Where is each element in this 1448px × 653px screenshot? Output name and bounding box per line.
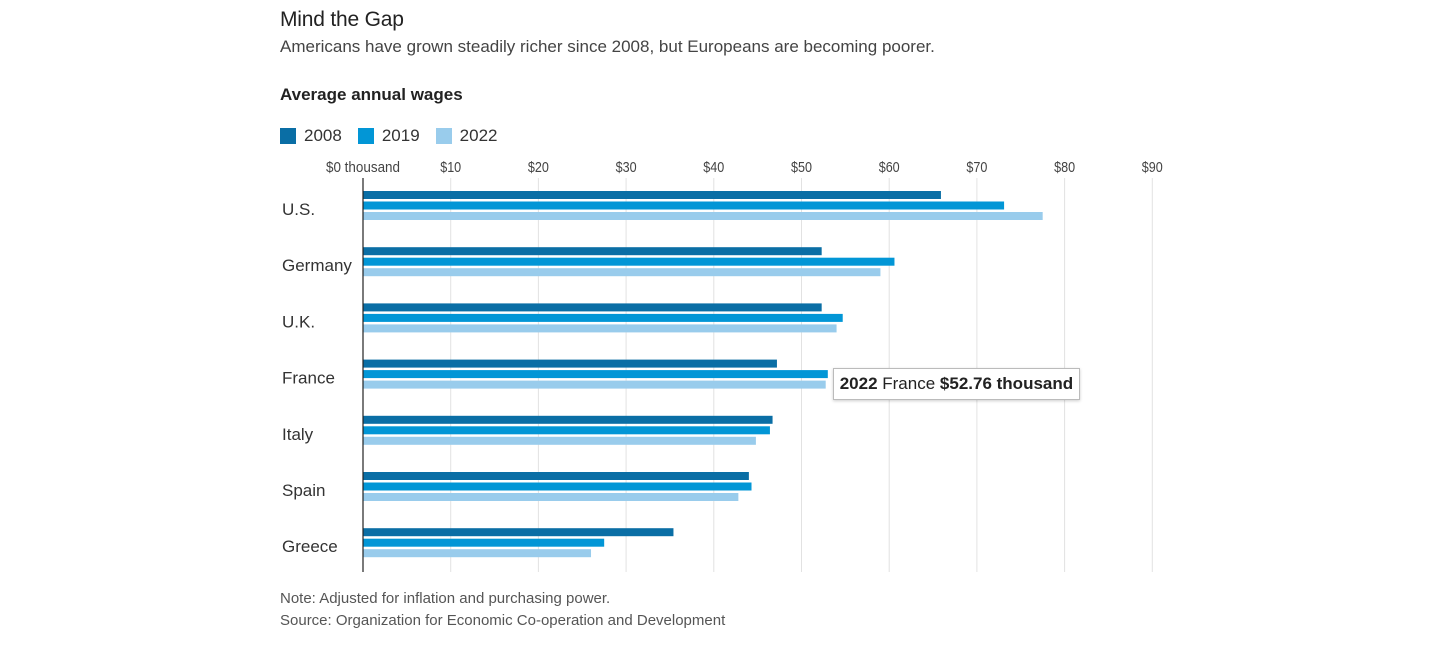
x-tick-label: $70 [966, 159, 987, 176]
bar-2008-greece [363, 528, 674, 537]
bar-2008-uk [363, 303, 822, 312]
bar-2019-us [363, 201, 1005, 210]
bar-2008-france [363, 359, 777, 368]
bar-2022-spain [363, 493, 739, 501]
bar-2008-germany [363, 247, 822, 256]
x-tick-label: $40 [703, 159, 724, 176]
legend-swatch-2022 [435, 128, 452, 144]
x-tick-label: $90 [1142, 159, 1163, 176]
chart-label: Average annual wages [280, 85, 463, 104]
bar-2019-france [363, 370, 828, 379]
bar-2022-greece [363, 549, 592, 558]
bar-2022-us [363, 212, 1043, 220]
legend-item-2022: 2022 [435, 126, 498, 146]
bar-2019-spain [363, 482, 752, 491]
bar-2008-spain [363, 472, 749, 480]
legend-label-2022: 2022 [459, 126, 498, 145]
category-label: U.S. [282, 200, 315, 219]
bar-2019-italy [363, 426, 770, 435]
legend-swatch-2019 [357, 128, 374, 144]
bar-2022-italy [363, 436, 756, 445]
chart-note: Note: Adjusted for inflation and purchas… [280, 590, 611, 607]
tooltip: 2022 France $52.76 thousand [832, 367, 1081, 400]
category-label: Spain [282, 481, 325, 500]
bar-2008-us [363, 191, 941, 199]
tooltip-country: France [882, 373, 936, 393]
category-label: France [282, 369, 335, 388]
category-label: Italy [282, 425, 314, 444]
bar-2019-greece [363, 538, 605, 547]
chart-source: Source: Organization for Economic Co-ope… [280, 612, 726, 629]
x-tick-label: $60 [879, 159, 900, 176]
legend-item-2019: 2019 [357, 126, 420, 146]
bar-2022-uk [363, 324, 837, 333]
category-label: U.K. [282, 312, 315, 331]
legend: 2008 2019 2022 [280, 126, 513, 146]
tooltip-value: $52.76 thousand [939, 373, 1074, 393]
category-label: Greece [282, 537, 338, 556]
chart-title: Mind the Gap [280, 8, 404, 31]
legend-label-2008: 2008 [304, 126, 342, 145]
bar-2019-uk [363, 313, 843, 322]
x-tick-label: $10 [440, 159, 461, 176]
x-tick-label: $20 [528, 159, 549, 176]
x-tick-label: $0 thousand [326, 159, 400, 176]
tooltip-year: 2022 [839, 373, 878, 393]
x-tick-label: $50 [791, 159, 812, 176]
x-tick-label: $30 [616, 159, 637, 176]
legend-label-2019: 2019 [381, 126, 420, 145]
bar-2008-italy [363, 415, 773, 424]
chart-subtitle: Americans have grown steadily richer sin… [280, 37, 935, 56]
bar-2022-france [363, 380, 826, 389]
category-label: Germany [282, 256, 352, 275]
legend-swatch-2008 [280, 128, 296, 144]
legend-item-2008: 2008 [280, 126, 342, 146]
x-tick-label: $80 [1054, 159, 1075, 176]
bar-2022-germany [363, 268, 881, 277]
bar-2019-germany [363, 257, 895, 266]
